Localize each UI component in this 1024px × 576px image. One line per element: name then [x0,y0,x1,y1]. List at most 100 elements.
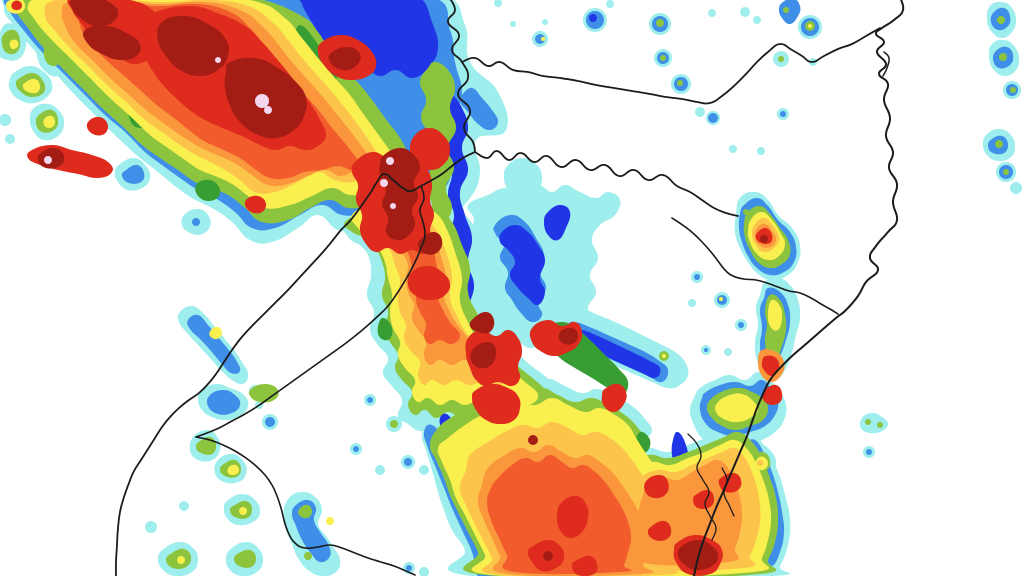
border-border-misiones-east [195,185,426,438]
precip-dot-level-4 [865,419,871,425]
map-borders [115,0,905,576]
precip-darkred-core-level-11 [543,551,553,561]
precip-dot-level-1 [5,134,15,144]
precip-west-slash3-yellow-level-6 [43,115,56,129]
precip-dot-level-4 [1010,87,1016,93]
precip-dot-level-2 [535,34,545,44]
precip-dot-level-4 [997,16,1005,24]
precip-darkred-core-level-11 [328,46,361,71]
border-river-parana-southwest [115,151,476,576]
precip-dot-level-1 [419,567,429,576]
precip-shield-deepblue-level-3 [499,225,546,306]
precip-pink-max-level-12 [215,57,221,63]
precip-dot-level-4 [1003,169,1009,175]
precip-dot-level-6 [541,37,545,41]
border-state-border-north [461,27,881,105]
precip-dot-level-1 [740,7,750,17]
precip-dot-level-6 [719,297,723,301]
border-lagoon-outline-1 [687,433,717,541]
precip-dot-level-6 [177,556,185,564]
precip-tongue-deepblue-level-3 [544,205,571,241]
precip-pink-max-level-12 [44,156,52,164]
precip-darkred-core-level-11 [157,15,229,76]
precip-dot-level-2 [866,449,872,455]
precip-dot-level-2 [353,446,359,452]
precip-dot-level-1 [729,145,737,153]
precip-red-core-level-10 [761,384,783,406]
precip-dot-level-1 [179,501,189,511]
precip-dot-level-4 [999,53,1007,61]
precip-dot-level-1 [419,465,429,475]
precip-dot-level-2 [192,218,200,226]
precip-darkred-core-level-11 [528,435,538,445]
precip-corner-dot-red-level-10 [11,0,23,11]
border-coastline [693,0,905,576]
precip-cell-se1-level-1 [859,412,888,434]
precip-cell-left-blue-level-2 [121,164,145,184]
precip-red-core-level-10 [644,474,669,499]
precip-sw-flank-yellow-level-6 [209,326,223,340]
border-river-uruguay-upper [195,436,416,576]
border-border-sc-rs [671,217,839,315]
precip-dkgreen-patch-level-5 [377,317,393,341]
precip-dot-level-4 [656,19,664,27]
precip-red-core-level-10 [556,495,589,539]
precip-dot-level-4 [677,80,683,86]
precip-dot-level-1 [753,16,761,24]
precip-dot-level-4 [743,209,749,215]
precip-darkred-core-level-11 [379,148,420,241]
precip-dot-level-7 [757,460,763,466]
precip-bl-cell5-green-level-4 [234,549,257,568]
precip-red-core-level-10 [647,520,672,541]
precip-dot-level-3 [589,14,597,22]
precip-dot-level-2 [738,322,744,328]
precip-bl-green-bit-level-4 [248,383,279,403]
precip-dot-level-2 [694,274,700,280]
precip-darkred-core-level-11 [760,235,768,243]
precip-dot-level-6 [239,507,247,515]
precip-dot-level-4 [660,55,666,61]
precip-coastal-strip2-yellow-level-6 [715,393,759,423]
precip-red-patch-level-10 [244,195,267,214]
precip-red-core-level-10 [471,383,521,424]
precip-dot-level-6 [808,24,812,28]
precip-bl-cluster-blue-level-2 [206,389,241,415]
precip-darkred-core-level-11 [469,311,495,334]
precip-red-ring-cell-level-10 [409,127,450,171]
precip-coastal-strip-yellow-level-6 [767,299,783,331]
precip-dot-level-2 [704,348,708,352]
precip-dot-level-2 [265,417,275,427]
precip-dot-level-1 [145,521,157,533]
precip-dot-level-2 [404,458,412,466]
precip-dot-level-4 [778,56,784,62]
precip-coastal-strip-red-level-10 [761,355,780,377]
border-lagoon-outline-2 [721,467,735,517]
precip-dot-level-4 [783,7,789,13]
precip-shield-tongue-level-1 [503,157,542,198]
precip-dot-level-1 [688,299,696,307]
precip-dot-level-1 [757,147,765,155]
precip-red-core-level-10 [601,383,627,413]
precip-pink-max-level-12 [386,157,394,165]
precip-bl-cell1-green-level-4 [195,436,217,455]
precip-bl-cell2-yellow-level-6 [227,464,240,476]
precip-dot-level-2 [367,397,373,403]
precip-dot-level-1 [695,107,705,117]
precip-dot-level-4 [390,420,398,428]
precip-west-blob-yellow-level-6 [23,78,41,94]
precip-darkred-core-level-11 [82,25,141,61]
precip-pink-max-level-12 [380,179,388,187]
precip-dot-level-2 [708,113,718,123]
precip-arc-deepblue-level-3 [573,329,661,379]
precip-dot-level-1 [542,19,548,25]
precip-dot-level-1 [708,9,716,17]
border-river-iguacu [474,150,739,217]
precip-dot-level-1 [606,0,614,8]
precip-bl-cluster2-green-level-4 [298,504,313,519]
precip-dot-level-1 [0,114,11,126]
precip-pink-max-level-12 [264,106,272,114]
precip-red-patch-level-10 [86,116,109,136]
precip-ne-streak-blue-level-2 [778,0,801,25]
